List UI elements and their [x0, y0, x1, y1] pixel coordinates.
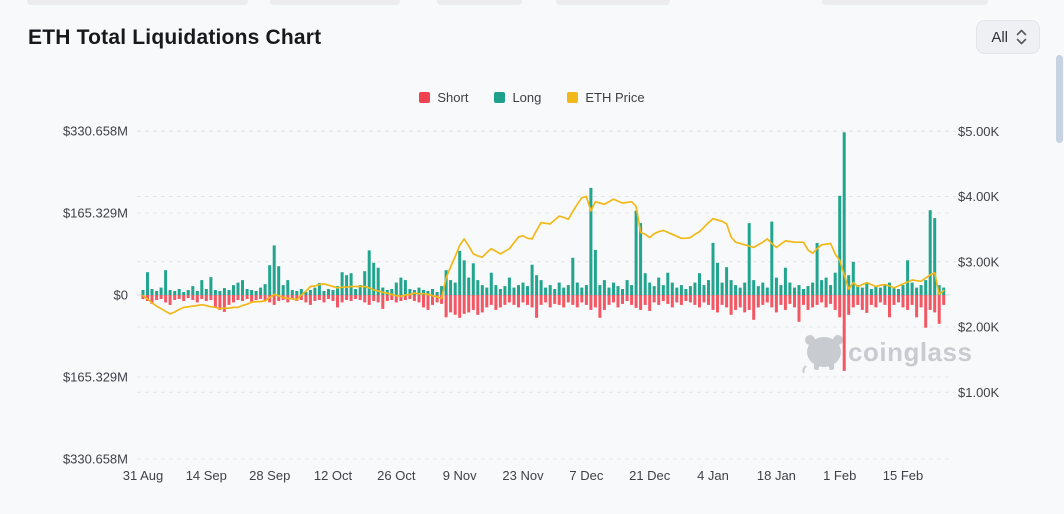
svg-text:28 Sep: 28 Sep [249, 468, 290, 483]
svg-text:21 Dec: 21 Dec [629, 468, 671, 483]
eth-price-color-swatch [567, 92, 579, 103]
short-color-swatch [419, 92, 431, 103]
svg-text:$4.00K: $4.00K [958, 189, 1000, 204]
svg-text:coinglass: coinglass [848, 337, 972, 367]
svg-text:$3.00K: $3.00K [958, 254, 1000, 269]
svg-text:$5.00K: $5.00K [958, 124, 1000, 139]
legend-item-long[interactable]: Long [494, 90, 541, 105]
left-axis-labels: $330.658M $165.329M $0 $165.329M $330.658M [63, 124, 128, 467]
svg-text:4 Jan: 4 Jan [697, 468, 729, 483]
svg-text:31 Aug: 31 Aug [123, 468, 164, 483]
svg-text:18 Jan: 18 Jan [757, 468, 796, 483]
svg-text:1 Feb: 1 Feb [823, 468, 856, 483]
svg-text:9 Nov: 9 Nov [443, 468, 477, 483]
svg-text:7 Dec: 7 Dec [569, 468, 603, 483]
right-axis-labels: $5.00K $4.00K $3.00K $2.00K $1.00K [958, 124, 1000, 400]
svg-text:15 Feb: 15 Feb [883, 468, 923, 483]
svg-text:14 Sep: 14 Sep [186, 468, 227, 483]
svg-text:$165.329M: $165.329M [63, 370, 128, 385]
top-edge-tab-stub [27, 0, 248, 5]
top-edge-tab-stub [270, 0, 400, 5]
chart-header: ETH Total Liquidations Chart All [28, 20, 1040, 54]
top-edge-tab-stub [556, 0, 670, 5]
svg-text:$165.329M: $165.329M [63, 206, 128, 221]
top-edge-tab-stub [822, 0, 988, 5]
legend-label: ETH Price [585, 90, 645, 105]
chart-legend: Short Long ETH Price [0, 90, 1064, 105]
long-color-swatch [494, 92, 506, 103]
svg-text:$330.658M: $330.658M [63, 124, 128, 139]
updown-chevron-icon [1016, 29, 1027, 45]
top-edge-tab-stub [437, 0, 522, 5]
svg-text:$0: $0 [114, 288, 128, 303]
svg-text:$330.658M: $330.658M [63, 452, 128, 467]
svg-text:12 Oct: 12 Oct [314, 468, 353, 483]
svg-text:$2.00K: $2.00K [958, 320, 1000, 335]
legend-label: Long [512, 90, 542, 105]
long-bars [141, 132, 946, 295]
eth-price-line [142, 195, 945, 315]
time-range-value: All [991, 28, 1008, 46]
x-axis-labels: 31 Aug 14 Sep 28 Sep 12 Oct 26 Oct 9 Nov 23 No… [123, 468, 923, 483]
legend-item-short[interactable]: Short [419, 90, 468, 105]
coinglass-watermark: coinglass [802, 335, 972, 374]
svg-text:23 Nov: 23 Nov [502, 468, 544, 483]
legend-label: Short [437, 90, 469, 105]
time-range-select[interactable]: All [976, 20, 1040, 54]
page-title: ETH Total Liquidations Chart [28, 26, 322, 49]
svg-text:$1.00K: $1.00K [958, 385, 1000, 400]
short-bars [141, 295, 946, 371]
legend-item-eth-price[interactable]: ETH Price [567, 90, 645, 105]
svg-text:26 Oct: 26 Oct [377, 468, 416, 483]
page-scrollbar-thumb[interactable] [1056, 55, 1063, 143]
